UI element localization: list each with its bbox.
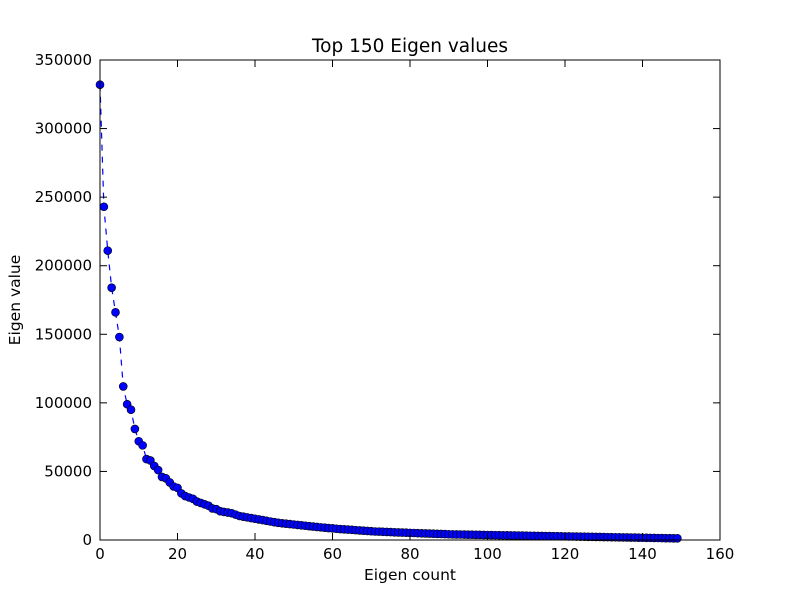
y-tick-label: 100000 bbox=[35, 394, 92, 412]
plot-frame bbox=[99, 59, 721, 541]
y-tick-label: 200000 bbox=[35, 257, 92, 275]
data-point bbox=[111, 308, 120, 317]
data-point bbox=[115, 332, 124, 342]
x-tick-label: 100 bbox=[473, 545, 502, 563]
y-tick-label: 50000 bbox=[44, 462, 92, 480]
x-tick-label: 0 bbox=[95, 545, 105, 563]
y-tick-label: 300000 bbox=[35, 120, 92, 138]
y-axis-label: Eigen value bbox=[6, 255, 24, 346]
x-tick-label: 120 bbox=[551, 545, 580, 563]
data-point bbox=[107, 283, 116, 292]
x-tick-label: 60 bbox=[323, 545, 342, 563]
data-point bbox=[153, 465, 163, 475]
x-tick-label: 40 bbox=[245, 545, 264, 563]
x-axis-label: Eigen count bbox=[364, 566, 456, 584]
x-tick-label: 80 bbox=[400, 545, 419, 563]
data-point bbox=[118, 382, 128, 391]
x-tick-label: 20 bbox=[168, 545, 187, 563]
y-tick-label: 0 bbox=[82, 531, 92, 549]
data-point bbox=[126, 405, 136, 415]
x-tick-label: 160 bbox=[706, 545, 735, 563]
plot-clipped-group bbox=[100, 84, 678, 539]
x-tick-label: 140 bbox=[628, 545, 657, 563]
data-point bbox=[138, 441, 147, 450]
y-tick-label: 150000 bbox=[35, 325, 92, 343]
data-point bbox=[673, 534, 682, 543]
series-line bbox=[100, 84, 678, 539]
data-point bbox=[103, 246, 113, 255]
chart-title: Top 150 Eigen values bbox=[311, 36, 508, 57]
plot-area bbox=[95, 80, 682, 543]
axes: 0 20 40 60 80 100 120 140 160 0 50000 100000 150000 2… bbox=[35, 51, 735, 563]
data-point bbox=[130, 424, 140, 434]
y-tick-label: 250000 bbox=[35, 188, 92, 206]
y-tick-label: 350000 bbox=[35, 51, 92, 69]
data-point bbox=[99, 202, 109, 212]
